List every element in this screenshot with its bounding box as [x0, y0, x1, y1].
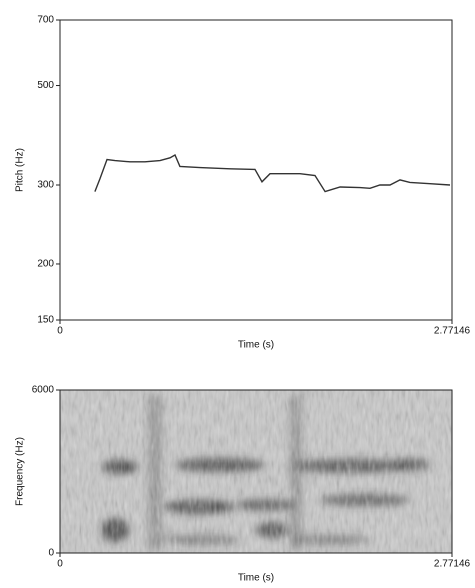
x-tick-label: 0	[57, 326, 63, 337]
y-tick-label: 300	[37, 180, 54, 191]
plot-frame	[59, 389, 453, 554]
y-tick-label: 700	[37, 15, 54, 26]
y-tick-label: 0	[48, 548, 54, 559]
plot-frame	[59, 19, 453, 321]
y-tick-label: 6000	[32, 385, 55, 396]
spectrogram-texture	[60, 390, 452, 553]
x-axis-label: Time (s)	[238, 573, 274, 584]
x-tick-label: 2.77146	[434, 326, 471, 337]
x-tick-label: 2.77146	[434, 559, 471, 570]
y-tick-label: 200	[37, 259, 54, 270]
pitch-line	[94, 154, 451, 193]
x-tick-label: 0	[57, 559, 63, 570]
y-axis-label: Pitch (Hz)	[15, 148, 26, 192]
y-tick-label: 150	[37, 315, 54, 326]
y-axis-label: Frequency (Hz)	[15, 437, 26, 506]
x-axis-label: Time (s)	[238, 340, 274, 351]
y-tick-label: 500	[37, 80, 54, 91]
